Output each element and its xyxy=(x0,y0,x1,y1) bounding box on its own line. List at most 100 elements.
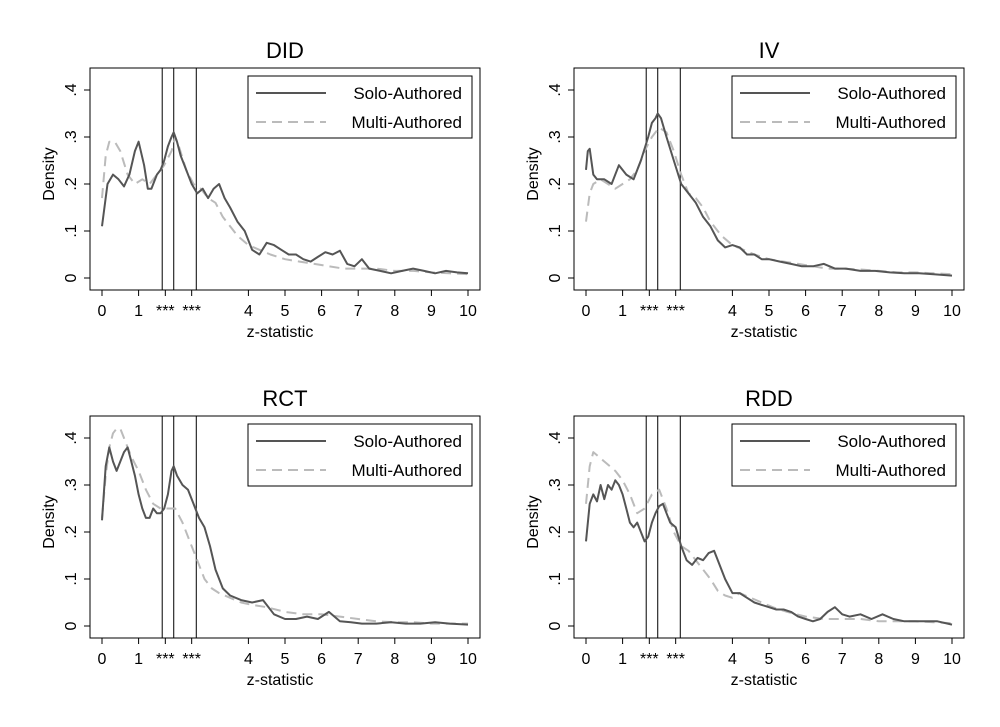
y-tick-label: .3 xyxy=(63,130,80,143)
x-axis-label: z-statistic xyxy=(731,324,798,341)
y-tick-label: .3 xyxy=(63,478,80,491)
x-tick-label: 6 xyxy=(801,303,810,320)
x-tick-label: 6 xyxy=(317,303,326,320)
legend-box xyxy=(247,75,473,139)
series-line-solo xyxy=(101,131,469,275)
series-line-multi xyxy=(585,126,953,276)
x-tick-label: 0 xyxy=(98,651,107,668)
x-tick-label: 8 xyxy=(874,303,883,320)
y-axis-label: Density xyxy=(41,495,58,548)
x-tick-label: 5 xyxy=(765,303,774,320)
panel-iv: IV 0 1 *** *** 4 5 6 7 8 9 10 z-statistic 0 .1 .2 .3 .4 De… xyxy=(525,38,965,341)
y-tick-label: 0 xyxy=(547,621,564,630)
legend-label-multi: Multi-Authored xyxy=(835,461,946,480)
legend-label-solo: Solo-Authored xyxy=(837,432,946,451)
x-tick-label: 0 xyxy=(582,651,591,668)
x-tick-label: 5 xyxy=(281,651,290,668)
legend-label-multi: Multi-Authored xyxy=(835,113,946,132)
y-tick-label: 0 xyxy=(63,621,80,630)
y-tick-label: .3 xyxy=(547,478,564,491)
x-tick-label: *** xyxy=(666,303,685,320)
x-tick-label: *** xyxy=(640,651,659,668)
x-tick-label: *** xyxy=(666,651,685,668)
y-tick-label: .4 xyxy=(63,431,80,444)
x-tick-label: 1 xyxy=(134,651,143,668)
legend-box xyxy=(731,423,957,487)
x-tick-label: 4 xyxy=(728,651,737,668)
x-tick-label: 9 xyxy=(911,303,920,320)
x-tick-label: 9 xyxy=(911,651,920,668)
x-tick-label: 9 xyxy=(427,303,436,320)
y-tick-label: .2 xyxy=(63,177,80,190)
x-tick-label: 7 xyxy=(354,651,363,668)
y-axis-label: Density xyxy=(525,495,542,548)
legend: Solo-Authored Multi-Authored xyxy=(731,423,957,487)
series-line-solo xyxy=(101,446,469,626)
x-tick-label: 8 xyxy=(390,651,399,668)
y-axis-label: Density xyxy=(41,147,58,200)
x-tick-label: 5 xyxy=(281,303,290,320)
y-tick-label: .4 xyxy=(547,83,564,96)
series-line-solo xyxy=(585,112,953,277)
legend: Solo-Authored Multi-Authored xyxy=(247,423,473,487)
x-tick-label: 6 xyxy=(317,651,326,668)
legend-box xyxy=(731,75,957,139)
y-tick-label: .2 xyxy=(547,525,564,538)
y-tick-label: .4 xyxy=(63,83,80,96)
panel-title: DID xyxy=(266,38,304,63)
x-tick-label: 10 xyxy=(459,651,477,668)
y-tick-label: .1 xyxy=(547,572,564,585)
x-tick-label: 8 xyxy=(874,651,883,668)
y-axis-label: Density xyxy=(525,147,542,200)
x-tick-label: *** xyxy=(182,651,201,668)
x-tick-label: 7 xyxy=(838,303,847,320)
y-tick-label: .1 xyxy=(547,224,564,237)
y-tick-label: .2 xyxy=(547,177,564,190)
y-tick-label: 0 xyxy=(63,273,80,282)
x-tick-label: 0 xyxy=(582,303,591,320)
x-tick-label: 10 xyxy=(459,303,477,320)
x-tick-label: 4 xyxy=(244,303,253,320)
x-axis-label: z-statistic xyxy=(247,324,314,341)
x-tick-label: *** xyxy=(156,303,175,320)
legend: Solo-Authored Multi-Authored xyxy=(247,75,473,139)
x-tick-label: 8 xyxy=(390,303,399,320)
legend-label-solo: Solo-Authored xyxy=(353,432,462,451)
panel-did: DID 0 1 *** *** 4 5 6 7 8 9 10 z-statistic 0 .1 .2 .3 .4 D… xyxy=(41,38,481,341)
x-tick-label: 4 xyxy=(244,651,253,668)
x-axis-label: z-statistic xyxy=(731,672,798,689)
x-tick-label: 10 xyxy=(943,303,961,320)
series-line-solo xyxy=(585,479,953,626)
panel-title: RDD xyxy=(745,386,793,411)
x-tick-label: 7 xyxy=(354,303,363,320)
panel-title: IV xyxy=(759,38,780,63)
panel-title: RCT xyxy=(262,386,307,411)
y-tick-label: 0 xyxy=(547,273,564,282)
series-line-multi xyxy=(585,451,953,625)
panel-rdd: RDD 0 1 *** *** 4 5 6 7 8 9 10 z-statistic 0 .1 .2 .3 .4 D… xyxy=(525,386,965,689)
panel-rct: RCT 0 1 *** *** 4 5 6 7 8 9 10 z-statistic 0 .1 .2 .3 .4 D… xyxy=(41,386,481,689)
x-tick-label: *** xyxy=(640,303,659,320)
x-tick-label: *** xyxy=(182,303,201,320)
x-tick-label: 6 xyxy=(801,651,810,668)
series-line-multi xyxy=(101,427,468,625)
x-tick-label: 7 xyxy=(838,651,847,668)
x-tick-label: 1 xyxy=(618,303,627,320)
legend-box xyxy=(247,423,473,487)
x-tick-label: 0 xyxy=(98,303,107,320)
y-tick-label: .4 xyxy=(547,431,564,444)
legend-label-solo: Solo-Authored xyxy=(837,84,946,103)
x-tick-label: *** xyxy=(156,651,175,668)
y-tick-label: .1 xyxy=(63,224,80,237)
x-tick-label: 9 xyxy=(427,651,436,668)
x-axis-label: z-statistic xyxy=(247,672,314,689)
y-tick-label: .3 xyxy=(547,130,564,143)
x-tick-label: 1 xyxy=(618,651,627,668)
legend: Solo-Authored Multi-Authored xyxy=(731,75,957,139)
legend-label-multi: Multi-Authored xyxy=(351,113,462,132)
y-tick-label: .1 xyxy=(63,572,80,585)
x-tick-label: 5 xyxy=(765,651,774,668)
x-tick-label: 1 xyxy=(134,303,143,320)
